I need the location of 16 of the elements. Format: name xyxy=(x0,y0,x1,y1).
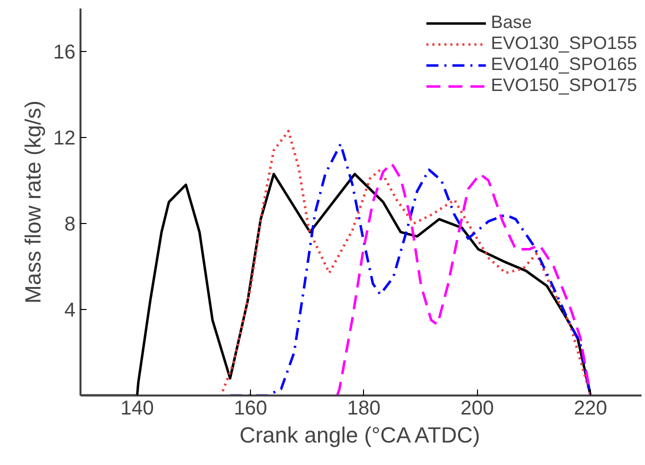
x-tick-label: 160 xyxy=(234,398,268,420)
y-axis-title: Mass flow rate (kg/s) xyxy=(20,100,46,304)
x-tick-label: 180 xyxy=(347,398,381,420)
x-tick-label: 200 xyxy=(460,398,494,420)
y-tick-label: 12 xyxy=(53,128,76,150)
y-tick-label: 8 xyxy=(64,214,76,236)
legend-label: EVO130_SPO155 xyxy=(490,33,637,54)
y-tick-label: 4 xyxy=(64,300,76,322)
line-series xyxy=(336,162,592,396)
legend-label: EVO140_SPO165 xyxy=(490,54,637,75)
x-tick-label: 220 xyxy=(574,398,608,420)
legend-label: EVO150_SPO175 xyxy=(490,75,637,96)
y-tick-label: 16 xyxy=(53,42,76,64)
legend-label: Base xyxy=(490,12,532,33)
x-axis-title: Crank angle (°CA ATDC) xyxy=(239,422,480,448)
x-tick-label: 140 xyxy=(120,398,154,420)
